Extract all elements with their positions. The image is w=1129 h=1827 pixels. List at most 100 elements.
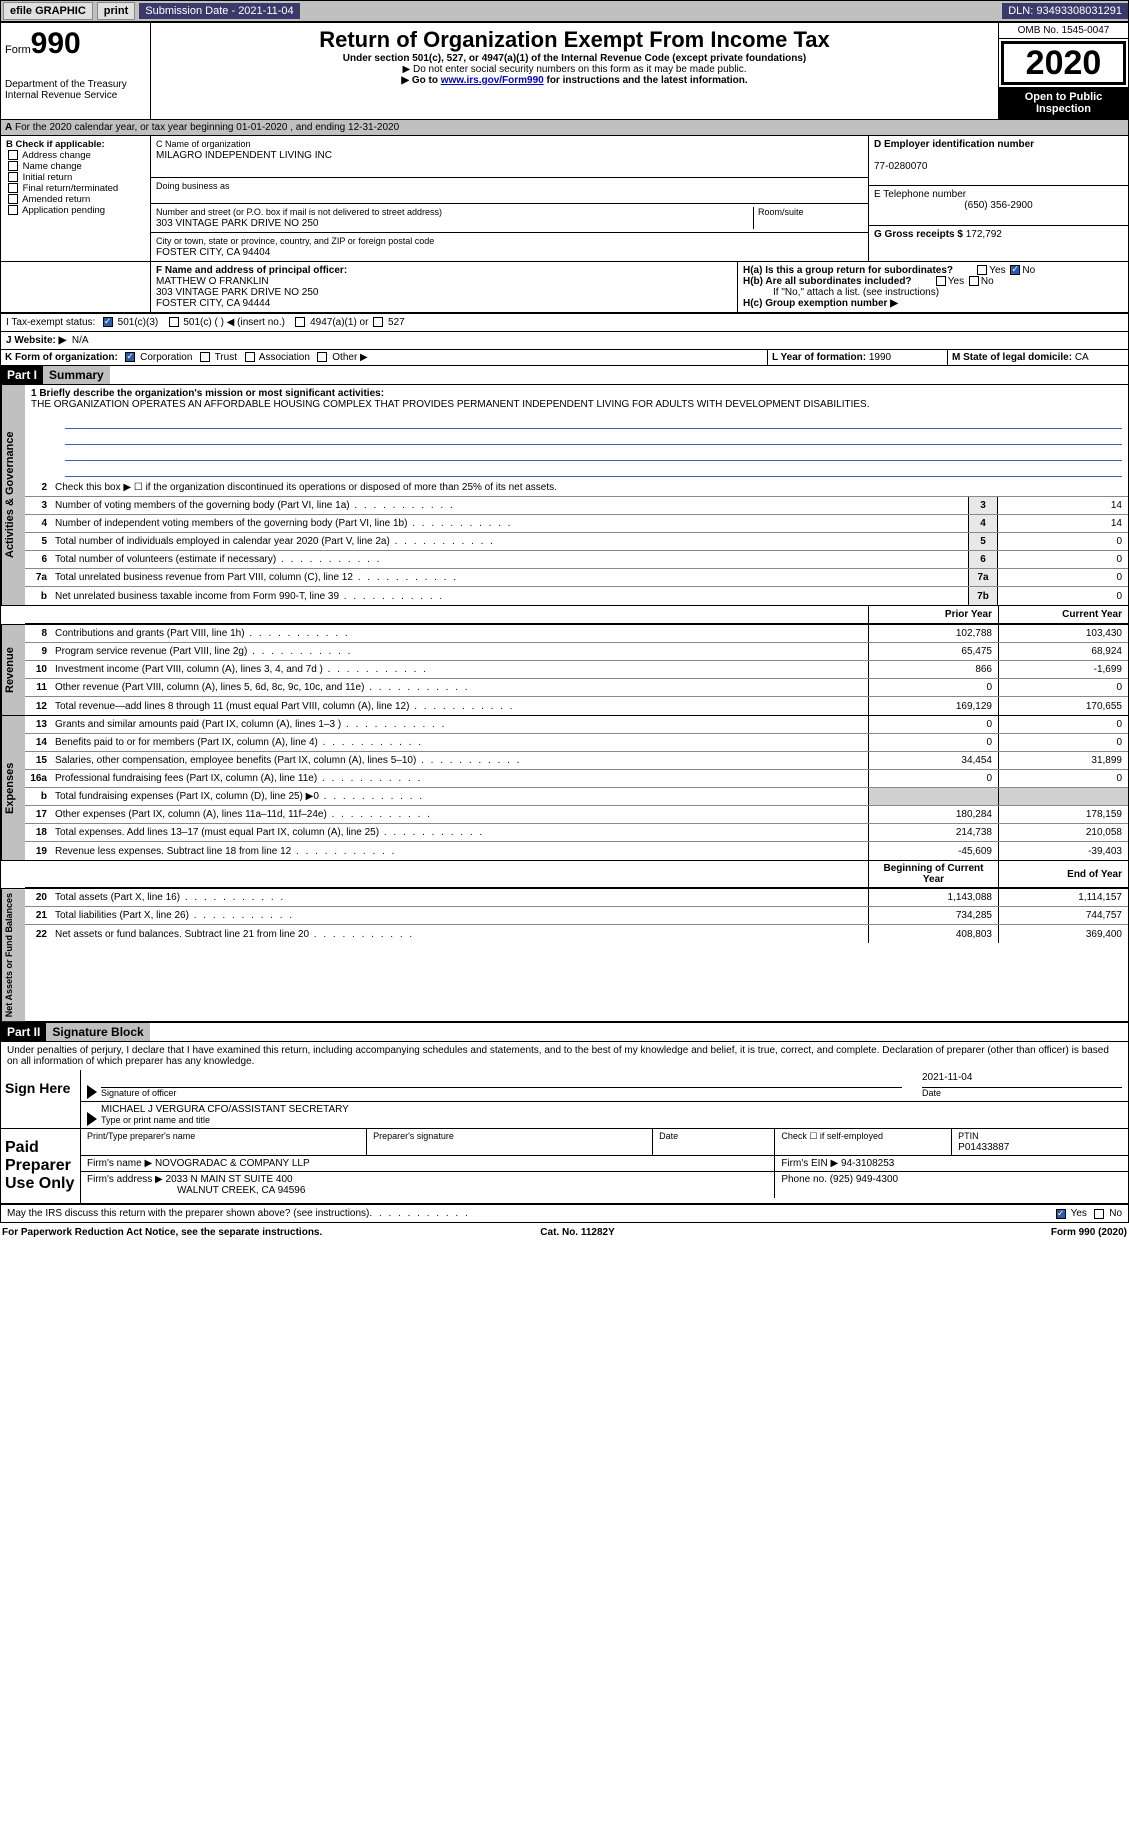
entity-info-block: B Check if applicable: Address change Na… [0,136,1129,262]
check-501c3[interactable] [103,317,113,327]
hb-no[interactable] [969,276,979,286]
net-assets-block: Net Assets or Fund Balances 20Total asse… [0,889,1129,1022]
gov-line: bNet unrelated business taxable income f… [25,587,1128,605]
ha-label: H(a) Is this a group return for subordin… [743,265,953,276]
line-a-text: For the 2020 calendar year, or tax year … [15,122,399,133]
money-line: 22Net assets or fund balances. Subtract … [25,925,1128,943]
col-headers-row: Prior Year Current Year [0,606,1129,625]
check-name-change[interactable] [8,161,18,171]
col-current-year: Current Year [998,606,1128,623]
officer-print-label: Type or print name and title [101,1115,210,1125]
check-other[interactable] [317,352,327,362]
hb-yes[interactable] [936,276,946,286]
mission-text: THE ORGANIZATION OPERATES AN AFFORDABLE … [31,399,870,410]
org-name-label: C Name of organization [156,139,251,149]
check-501c[interactable] [169,317,179,327]
ha-no[interactable] [1010,265,1020,275]
firm-ein-label: Firm's EIN ▶ [781,1158,838,1169]
col-beginning-year: Beginning of Current Year [868,861,998,887]
ein-value: 77-0280070 [874,161,927,172]
dept-treasury: Department of the Treasury Internal Reve… [5,79,146,101]
hb-label: H(b) Are all subordinates included? [743,276,912,287]
block-b: B Check if applicable: Address change Na… [1,136,151,261]
gov-line: 2Check this box ▶ ☐ if the organization … [25,479,1128,497]
website-value: N/A [72,335,89,346]
efile-button[interactable]: efile GRAPHIC [3,2,93,20]
submission-date: Submission Date - 2021-11-04 [139,3,299,19]
check-4947[interactable] [295,317,305,327]
opt-trust: Trust [215,352,237,363]
gross-receipts-label: G Gross receipts $ [874,229,963,240]
check-app-pending[interactable] [8,205,18,215]
goto-post: for instructions and the latest informat… [544,75,748,86]
money-line: 16aProfessional fundraising fees (Part I… [25,770,1128,788]
footer-left: For Paperwork Reduction Act Notice, see … [2,1227,322,1238]
money-line: 9Program service revenue (Part VIII, lin… [25,643,1128,661]
city-label: City or town, state or province, country… [156,236,434,246]
check-final-return[interactable] [8,183,18,193]
money-line: 14Benefits paid to or for members (Part … [25,734,1128,752]
money-line: 17Other expenses (Part IX, column (A), l… [25,806,1128,824]
prep-sig-label: Preparer's signature [373,1131,454,1141]
penalties-text: Under penalties of perjury, I declare th… [0,1042,1129,1070]
sig-date-label: Date [922,1088,941,1098]
discuss-yes[interactable] [1056,1209,1066,1219]
irs-link[interactable]: www.irs.gov/Form990 [441,75,544,86]
check-initial-return[interactable] [8,172,18,182]
print-button[interactable]: print [97,2,135,20]
line-l-label: L Year of formation: [772,352,866,363]
discuss-no[interactable] [1094,1209,1104,1219]
form-subtitle-1: Under section 501(c), 527, or 4947(a)(1)… [155,53,994,64]
money-line: 20Total assets (Part X, line 16)1,143,08… [25,889,1128,907]
gov-line: 5Total number of individuals employed in… [25,533,1128,551]
ha-yes[interactable] [977,265,987,275]
money-line: 18Total expenses. Add lines 13–17 (must … [25,824,1128,842]
opt-assoc: Association [259,352,310,363]
opt-initial-return: Initial return [23,172,73,183]
sign-here-label: Sign Here [1,1070,81,1128]
org-city: FOSTER CITY, CA 94404 [156,247,270,258]
arrow-icon [87,1112,97,1126]
part2-num: Part II [1,1023,46,1041]
money-line: 10Investment income (Part VIII, column (… [25,661,1128,679]
paid-preparer-block: Paid Preparer Use Only Print/Type prepar… [0,1129,1129,1204]
firm-name-label: Firm's name ▶ [87,1158,152,1169]
officer-name: MATTHEW O FRANKLIN [156,276,269,287]
check-527[interactable] [373,317,383,327]
line-i: I Tax-exempt status: 501(c)(3) 501(c) ( … [0,313,1129,332]
check-address-change[interactable] [8,150,18,160]
opt-527: 527 [388,317,405,328]
opt-corp: Corporation [140,352,192,363]
gross-receipts-value: 172,792 [966,229,1002,240]
omb-number: OMB No. 1545-0047 [999,23,1128,39]
hb-note: If "No," attach a list. (see instruction… [743,287,1123,298]
block-d-e-g: D Employer identification number 77-0280… [868,136,1128,261]
rule-line [65,415,1122,429]
arrow-icon [87,1085,97,1099]
money-line: 12Total revenue—add lines 8 through 11 (… [25,697,1128,715]
col-prior-year: Prior Year [868,606,998,623]
check-amended[interactable] [8,194,18,204]
block-c: C Name of organization MILAGRO INDEPENDE… [151,136,868,261]
firm-name: NOVOGRADAC & COMPANY LLP [155,1158,310,1169]
part1-title: Summary [43,366,110,384]
top-bar: efile GRAPHIC print Submission Date - 20… [0,0,1129,22]
check-trust[interactable] [200,352,210,362]
line-k-label: K Form of organization: [5,352,118,363]
opt-address-change: Address change [22,150,91,161]
opt-name-change: Name change [23,161,82,172]
discuss-text: May the IRS discuss this return with the… [7,1208,369,1219]
dln-label: DLN: [1008,5,1036,17]
org-name: MILAGRO INDEPENDENT LIVING INC [156,150,332,161]
org-street: 303 VINTAGE PARK DRIVE NO 250 [156,218,318,229]
check-assoc[interactable] [245,352,255,362]
sign-here-block: Sign Here Signature of officer 2021-11-0… [0,1070,1129,1129]
firm-addr-label: Firm's address ▶ [87,1174,163,1185]
state-domicile: CA [1075,352,1089,363]
check-corp[interactable] [125,352,135,362]
footer-right: Form 990 (2020) [1051,1227,1127,1238]
opt-4947: 4947(a)(1) or [310,317,368,328]
dln-value: 93493308031291 [1036,5,1122,17]
mission-label: 1 Briefly describe the organization's mi… [31,388,384,399]
opt-app-pending: Application pending [22,205,105,216]
